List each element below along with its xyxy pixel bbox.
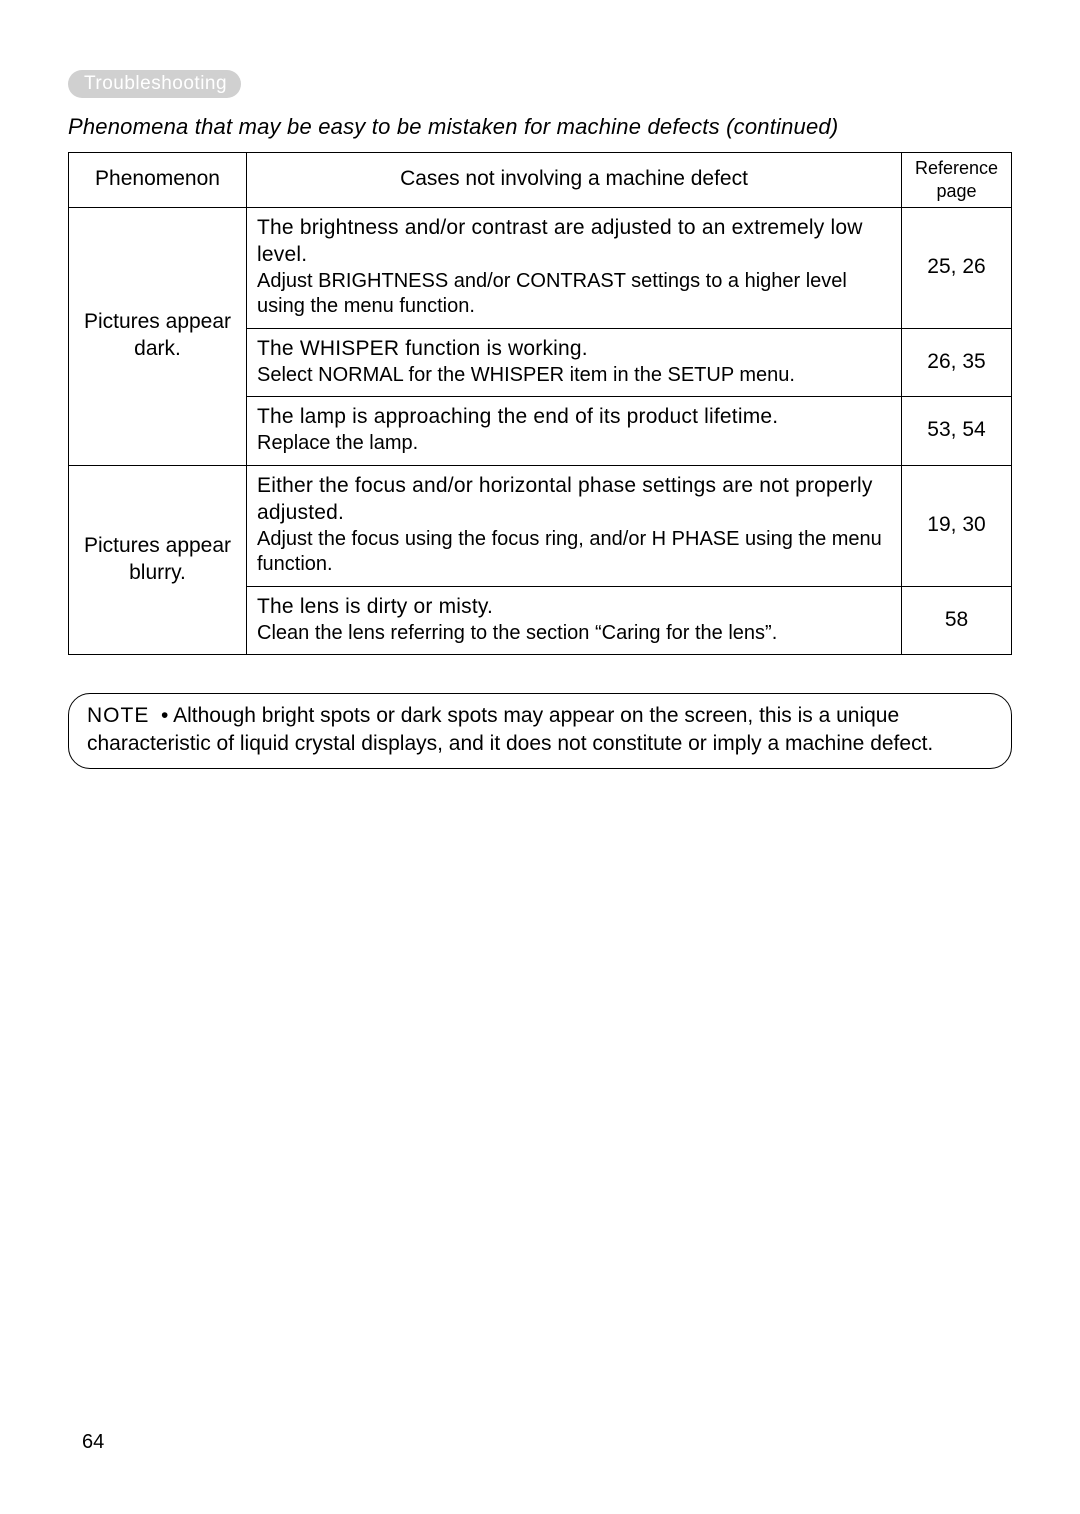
note-box: NOTE • Although bright spots or dark spo… bbox=[68, 693, 1012, 768]
case-body: Replace the lamp. bbox=[257, 431, 891, 457]
cell-phenomenon: Pictures appear blurry. bbox=[69, 465, 247, 654]
table-row: Pictures appear blurry. Either the focus… bbox=[69, 465, 1012, 586]
header-phenomenon: Phenomenon bbox=[69, 153, 247, 208]
case-head: Either the focus and/or horizontal phase… bbox=[257, 473, 891, 527]
case-head: The lamp is approaching the end of its p… bbox=[257, 404, 891, 431]
cell-ref: 58 bbox=[902, 586, 1012, 654]
case-body: Select NORMAL for the WHISPER item in th… bbox=[257, 363, 891, 389]
cell-case: The brightness and/or contrast are adjus… bbox=[247, 208, 902, 329]
cell-ref: 26, 35 bbox=[902, 329, 1012, 397]
cell-ref: 53, 54 bbox=[902, 397, 1012, 465]
cell-case: Either the focus and/or horizontal phase… bbox=[247, 465, 902, 586]
header-case: Cases not involving a machine defect bbox=[247, 153, 902, 208]
cell-case: The lamp is approaching the end of its p… bbox=[247, 397, 902, 465]
case-body: Adjust BRIGHTNESS and/or CONTRAST settin… bbox=[257, 269, 891, 320]
section-tag: Troubleshooting bbox=[68, 70, 241, 98]
case-head: The WHISPER function is working. bbox=[257, 336, 891, 363]
note-bullet: • bbox=[161, 704, 168, 727]
case-head: The lens is dirty or misty. bbox=[257, 594, 891, 621]
page-number: 64 bbox=[82, 1431, 104, 1454]
note-text: Although bright spots or dark spots may … bbox=[87, 704, 933, 755]
cell-case: The WHISPER function is working. Select … bbox=[247, 329, 902, 397]
note-label: NOTE bbox=[87, 704, 149, 727]
cell-ref: 25, 26 bbox=[902, 208, 1012, 329]
cell-case: The lens is dirty or misty. Clean the le… bbox=[247, 586, 902, 654]
cell-ref: 19, 30 bbox=[902, 465, 1012, 586]
cell-phenomenon: Pictures appear dark. bbox=[69, 208, 247, 466]
troubleshooting-table: Phenomenon Cases not involving a machine… bbox=[68, 152, 1012, 655]
table-header-row: Phenomenon Cases not involving a machine… bbox=[69, 153, 1012, 208]
case-body: Clean the lens referring to the section … bbox=[257, 621, 891, 647]
case-body: Adjust the focus using the focus ring, a… bbox=[257, 527, 891, 578]
case-head: The brightness and/or contrast are adjus… bbox=[257, 215, 891, 269]
subtitle: Phenomena that may be easy to be mistake… bbox=[68, 114, 1012, 140]
table-row: Pictures appear dark. The brightness and… bbox=[69, 208, 1012, 329]
header-reference: Reference page bbox=[902, 153, 1012, 208]
